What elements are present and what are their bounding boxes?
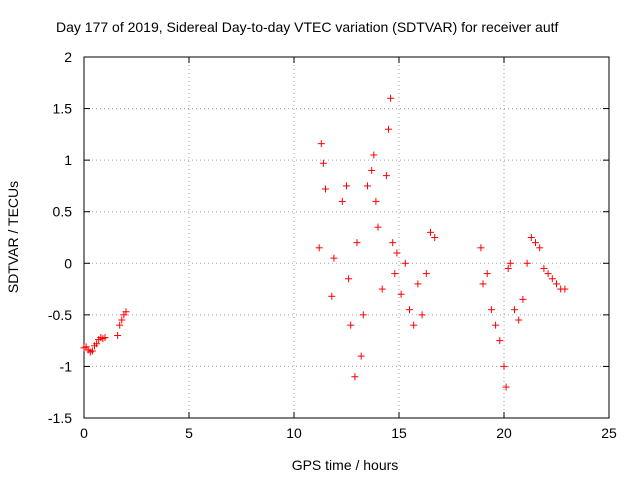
data-point (382, 172, 390, 180)
data-point (511, 306, 518, 314)
data-point (397, 290, 405, 298)
data-point (504, 264, 512, 272)
y-tick-label: 0 (64, 255, 72, 271)
data-point (414, 280, 422, 288)
x-tick-label: 10 (286, 425, 302, 441)
data-point (540, 264, 548, 272)
y-tick-label: -0.5 (48, 307, 72, 323)
data-point (322, 185, 329, 193)
data-point (544, 270, 552, 278)
data-point (347, 321, 355, 329)
data-point (387, 94, 395, 102)
data-point (519, 295, 527, 303)
y-tick-label: 1 (64, 152, 72, 168)
data-point (532, 239, 539, 247)
x-tick-label: 5 (185, 425, 193, 441)
data-point (418, 311, 426, 319)
axis-tick-labels: 0 5 10 15 20 25 -1.5 -1 -0.5 0 0.5 1 1.5 2 (48, 49, 617, 441)
data-point (370, 151, 378, 159)
data-point (93, 340, 101, 348)
x-tick-label: 20 (496, 425, 512, 441)
data-point (122, 308, 130, 316)
y-tick-label: 0.5 (53, 204, 73, 220)
data-point (483, 270, 491, 278)
data-point (343, 182, 350, 190)
y-tick-label: -1 (60, 358, 73, 374)
data-point (523, 259, 531, 267)
data-point (410, 321, 418, 329)
data-point (315, 244, 323, 252)
data-point (372, 197, 380, 205)
grid-lines (84, 57, 609, 418)
data-point (427, 228, 434, 236)
data-point (506, 259, 514, 267)
data-point (118, 316, 126, 324)
data-point (492, 321, 500, 329)
x-tick-label: 25 (601, 425, 617, 441)
data-point (114, 331, 122, 339)
data-point (338, 197, 346, 205)
data-point (500, 362, 508, 370)
data-point (317, 140, 325, 148)
data-point (88, 347, 96, 355)
y-tick-label: -1.5 (48, 410, 72, 426)
data-point (359, 311, 367, 319)
data-point (364, 182, 371, 190)
data-point (389, 239, 397, 247)
data-point (536, 244, 544, 252)
data-point (378, 285, 386, 293)
data-point (368, 166, 376, 174)
data-point (406, 306, 413, 314)
chart-title: Day 177 of 2019, Sidereal Day-to-day VTE… (56, 19, 559, 35)
data-point (391, 270, 399, 278)
x-axis-label: GPS time / hours (292, 457, 399, 473)
data-point (353, 239, 361, 247)
data-point (527, 234, 535, 241)
x-tick-label: 15 (391, 425, 407, 441)
data-point (401, 259, 409, 267)
data-points (80, 94, 569, 391)
data-point (116, 321, 124, 329)
data-point (374, 223, 382, 231)
data-point (502, 383, 510, 391)
data-point (101, 334, 109, 342)
y-axis-label: SDTVAR / TECUs (5, 181, 21, 293)
data-point (328, 292, 336, 300)
data-point (548, 275, 556, 283)
data-point (515, 316, 523, 324)
data-point (561, 285, 569, 293)
data-point (553, 280, 560, 288)
data-point (479, 280, 487, 288)
y-tick-label: 2 (64, 49, 72, 65)
data-point (319, 159, 327, 167)
axis-ticks (83, 56, 610, 419)
data-point (345, 275, 353, 283)
data-point (431, 234, 439, 241)
data-point (393, 249, 401, 257)
plot-frame (83, 56, 610, 419)
data-point (496, 337, 504, 345)
data-point (487, 306, 495, 314)
data-point (357, 352, 365, 360)
data-point (477, 244, 485, 252)
data-point (422, 270, 430, 278)
y-tick-label: 1.5 (53, 101, 73, 117)
data-point (385, 125, 392, 133)
x-tick-label: 0 (80, 425, 88, 441)
data-point (330, 254, 338, 262)
data-point (351, 373, 359, 381)
